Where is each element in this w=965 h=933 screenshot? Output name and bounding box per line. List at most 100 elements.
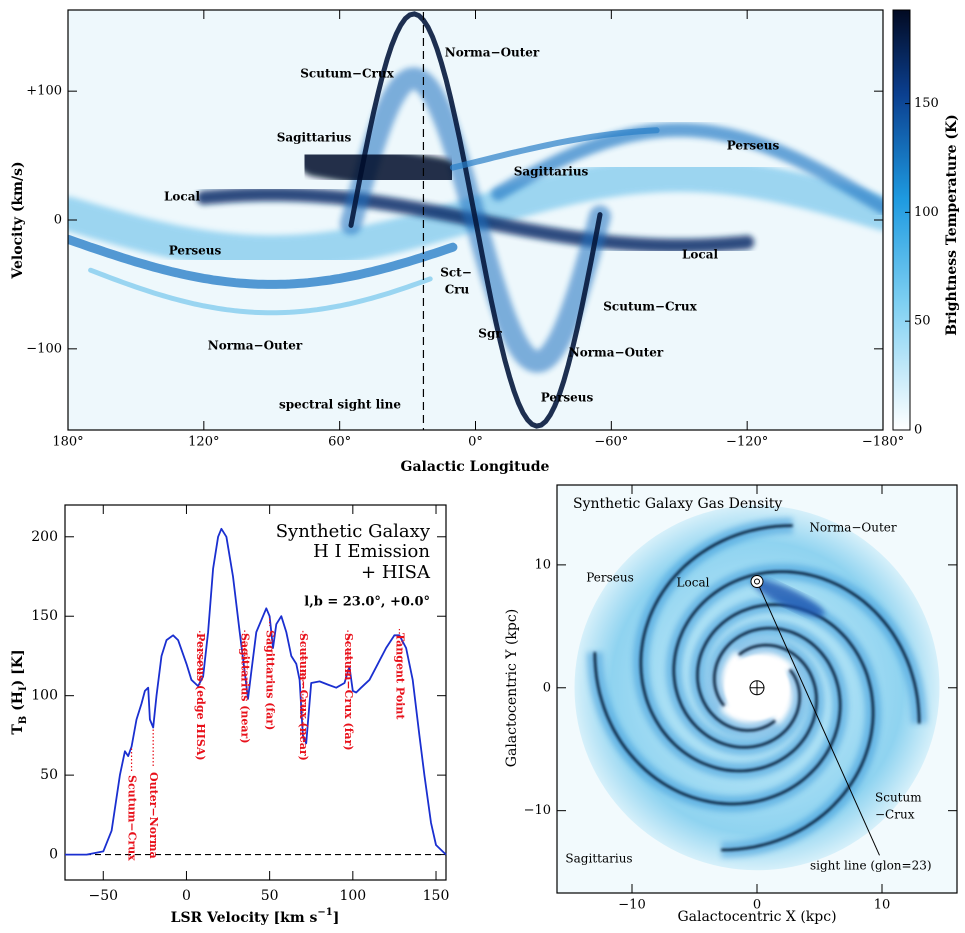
colorbar-tick-label: 0 — [914, 423, 922, 438]
y-tick-label: 0 — [54, 213, 62, 228]
y-tick-label: 200 — [31, 529, 58, 545]
x-tick-label: 0 — [753, 898, 761, 913]
arm-label: Sgr — [478, 327, 502, 341]
x-tick-label: 150 — [423, 888, 450, 904]
annotation-label: Outer−Norma — [147, 772, 160, 859]
colorbar-tick-label: 50 — [914, 314, 931, 329]
map-label: Sagittarius — [565, 852, 632, 866]
y-axis-label-part: ) [K] — [10, 649, 26, 686]
colorbar — [892, 9, 911, 431]
arm-label: Sagittarius — [514, 165, 589, 179]
x-axis-label: Galactocentric X (kpc) — [677, 909, 836, 925]
y-tick-label: 0 — [49, 847, 58, 863]
arm-label: Norma−Outer — [208, 339, 303, 353]
x-tick-label: 0° — [468, 435, 483, 450]
spectrum-line — [65, 527, 447, 856]
y-axis-label: Velocity (km/s) — [10, 161, 26, 279]
x-tick-label: −50 — [88, 888, 118, 904]
annotation-label: Perseus (edge HISA) — [194, 633, 207, 761]
y-axis-label-part: (H — [10, 691, 26, 716]
emission-band — [449, 127, 660, 171]
sun-marker — [750, 575, 764, 589]
x-axis-label: LSR Velocity [km s−1] — [171, 907, 340, 927]
chart-subtitle: l,b = 23.0°, +0.0° — [304, 595, 430, 610]
arm-label: Sct− — [440, 266, 472, 280]
x-tick-label: 50 — [261, 888, 279, 904]
local-arm — [751, 579, 825, 617]
x-tick-label: 120° — [188, 435, 219, 450]
arm-label: Perseus — [169, 244, 222, 258]
x-tick-label: −180° — [862, 435, 904, 450]
y-axis-label-part: T — [10, 724, 26, 735]
map-label: Local — [677, 576, 710, 590]
lv-emission — [68, 11, 883, 429]
annotation-label: Sagittarius (near) — [239, 633, 252, 744]
x-tick-label: 180° — [52, 435, 83, 450]
y-tick-label: −10 — [524, 803, 551, 818]
map-label: sight line (glon=23) — [810, 859, 932, 873]
x-tick-label: 10 — [874, 898, 891, 913]
x-tick-label: −120° — [726, 435, 768, 450]
arm-core — [639, 524, 818, 773]
arm-label: Perseus — [541, 391, 594, 405]
y-axis-label-part: I — [18, 686, 29, 691]
x-tick-label: 0 — [182, 888, 191, 904]
y-tick-label: 50 — [40, 767, 58, 783]
arm-core — [593, 627, 842, 806]
arm-label: spectral sight line — [279, 398, 401, 412]
y-tick-label: −100 — [26, 341, 62, 356]
arm-core — [696, 603, 875, 852]
emission-band — [491, 122, 883, 215]
y-tick-label: 100 — [31, 688, 58, 704]
sun-marker-dot — [754, 578, 760, 585]
annotation-label: Tangent Point — [393, 633, 406, 720]
arm-label: Scutum−Crux — [300, 67, 394, 81]
annotation-label: Sagittarius (far) — [264, 630, 277, 730]
x-tick-label: 60° — [328, 435, 351, 450]
annotation-label: Scutum−Crux — [126, 775, 139, 861]
x-axis-label-part: ] — [333, 910, 340, 926]
x-tick-label: 100 — [339, 888, 366, 904]
arm-label: Local — [164, 190, 201, 204]
y-tick-label: +100 — [26, 84, 62, 99]
chart-title: Synthetic Galaxy — [276, 521, 431, 542]
y-tick-label: 150 — [31, 608, 58, 624]
chart-title: H I Emission — [313, 541, 430, 562]
map-label: −Crux — [875, 808, 915, 822]
map-label: Scutum — [875, 791, 922, 805]
colorbar-tick-label: 150 — [914, 96, 939, 111]
y-axis-label: Galactocentric Y (kpc) — [504, 609, 520, 767]
arm-label: Cru — [445, 283, 470, 297]
arm-label: Perseus — [727, 139, 780, 153]
x-axis-label-part: −1 — [317, 907, 332, 918]
annotation-label: Scutum−Crux (near) — [297, 633, 310, 761]
x-tick-label: −10 — [618, 898, 645, 913]
galactic-center-cross — [750, 680, 764, 695]
arm-label: Norma−Outer — [445, 46, 540, 60]
colorbar-tick-label: 100 — [914, 205, 939, 220]
x-tick-label: −60° — [594, 435, 628, 450]
map-title: Synthetic Galaxy Gas Density — [573, 496, 782, 512]
arm-label: Sagittarius — [277, 131, 352, 145]
y-tick-label: 10 — [534, 557, 551, 572]
map-label: Perseus — [586, 571, 634, 585]
plot-frame — [64, 504, 447, 881]
emission-band — [68, 234, 458, 289]
colorbar-label: Brightness Temperature (K) — [944, 114, 960, 336]
sight-line — [756, 581, 880, 856]
arm-label: Local — [682, 248, 719, 262]
y-axis-label-part: B — [18, 716, 29, 724]
chart-title: + HISA — [361, 562, 431, 583]
x-axis-label-part: LSR Velocity [km s — [171, 910, 318, 926]
emission-band — [88, 267, 433, 316]
y-axis-label: TB (HI) [K] — [10, 649, 29, 734]
map-label: Norma−Outer — [809, 521, 897, 535]
arm-core — [672, 570, 921, 749]
x-axis-label: Galactic Longitude — [401, 459, 550, 475]
emission-band — [297, 136, 460, 198]
y-tick-label: 0 — [543, 680, 551, 695]
arm-label: Norma−Outer — [569, 346, 664, 360]
annotation-label: Scutum−Crux (far) — [342, 633, 355, 751]
arm-label: Scutum−Crux — [603, 300, 697, 314]
